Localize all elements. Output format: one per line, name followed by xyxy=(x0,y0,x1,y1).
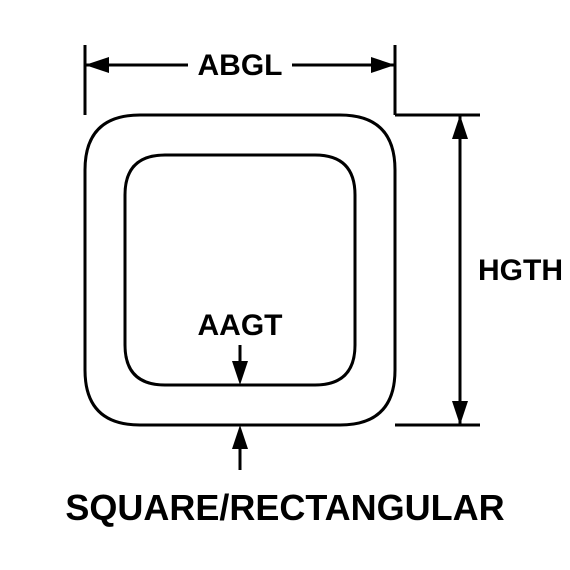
width-label: ABGL xyxy=(198,49,283,82)
height-label: HGTH xyxy=(478,254,563,287)
caption-label: SQUARE/RECTANGULAR xyxy=(65,487,504,528)
wall-thickness-label: AAGT xyxy=(198,309,283,342)
dimension-diagram: ABGL HGTH AAGT SQUARE/RECTANGULAR xyxy=(0,0,570,570)
